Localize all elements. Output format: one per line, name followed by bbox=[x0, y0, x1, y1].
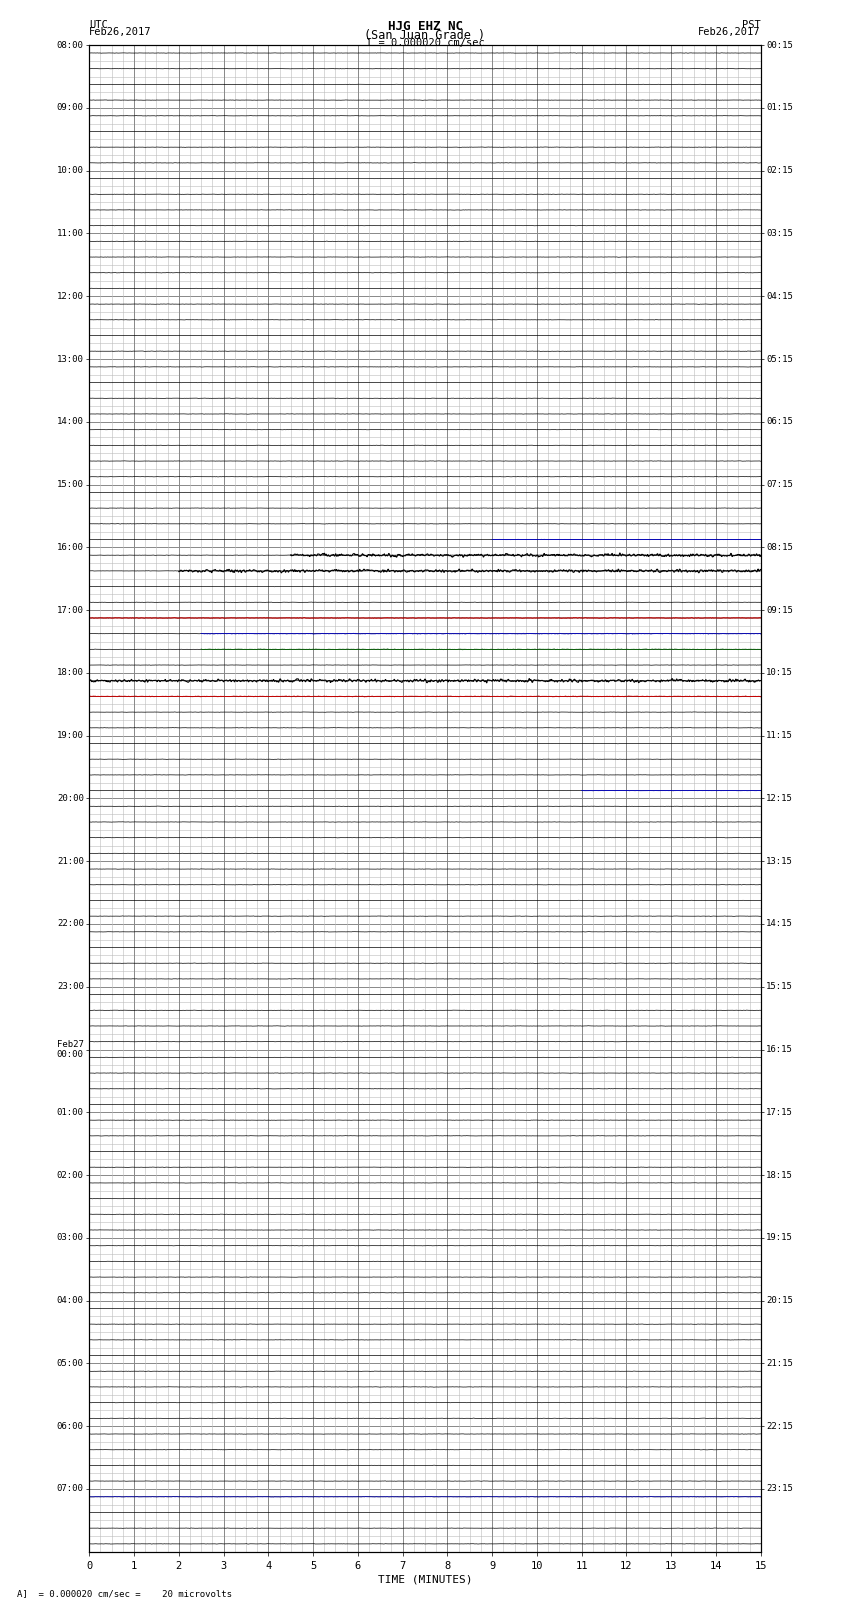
Text: A]  = 0.000020 cm/sec =    20 microvolts: A] = 0.000020 cm/sec = 20 microvolts bbox=[17, 1589, 232, 1598]
Text: Feb26,2017: Feb26,2017 bbox=[698, 27, 761, 37]
Text: Feb26,2017: Feb26,2017 bbox=[89, 27, 152, 37]
Text: UTC: UTC bbox=[89, 19, 108, 31]
X-axis label: TIME (MINUTES): TIME (MINUTES) bbox=[377, 1574, 473, 1586]
Text: (San Juan Grade ): (San Juan Grade ) bbox=[365, 29, 485, 42]
Text: HJG EHZ NC: HJG EHZ NC bbox=[388, 19, 462, 34]
Text: I = 0.000020 cm/sec: I = 0.000020 cm/sec bbox=[366, 39, 484, 48]
Text: PST: PST bbox=[742, 19, 761, 31]
